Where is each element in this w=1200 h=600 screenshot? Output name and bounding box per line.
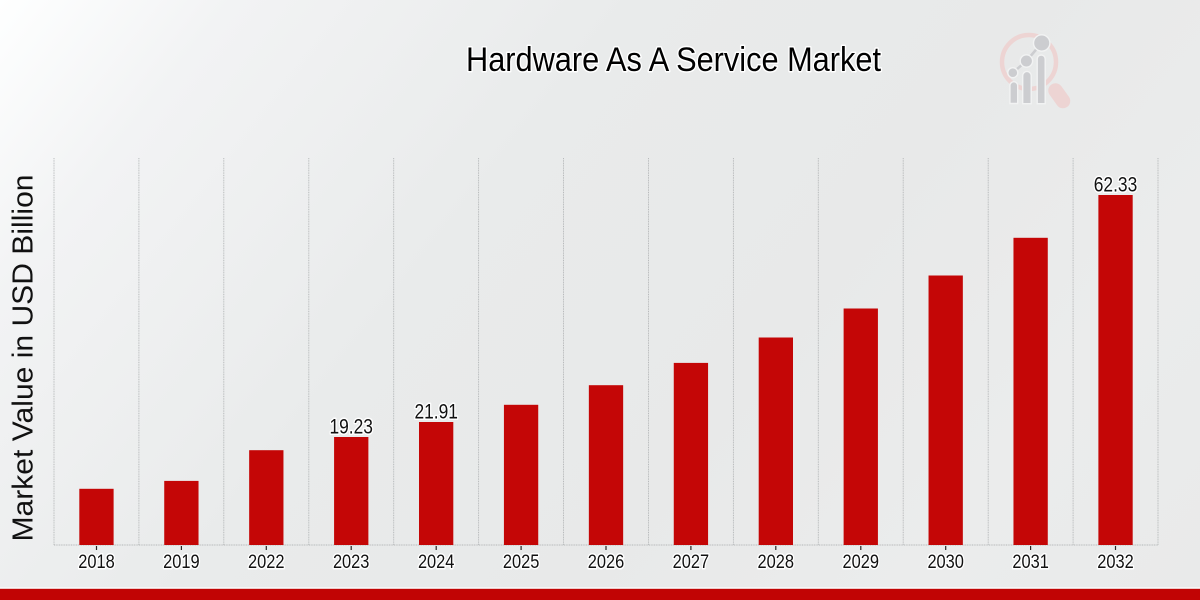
svg-text:Hardware As A Service Market: Hardware As A Service Market	[466, 41, 881, 79]
svg-text:2032: 2032	[1097, 551, 1134, 573]
svg-text:2018: 2018	[78, 551, 115, 573]
svg-text:2022: 2022	[248, 551, 285, 573]
svg-text:2019: 2019	[163, 551, 200, 573]
svg-text:2028: 2028	[758, 551, 795, 573]
svg-text:62.33: 62.33	[1094, 172, 1138, 196]
svg-text:2029: 2029	[843, 551, 880, 573]
svg-text:19.23: 19.23	[329, 414, 373, 438]
svg-text:2023: 2023	[333, 551, 370, 573]
svg-text:2031: 2031	[1012, 551, 1049, 573]
svg-text:2027: 2027	[673, 551, 710, 573]
svg-text:2026: 2026	[588, 551, 625, 573]
svg-text:2025: 2025	[503, 551, 540, 573]
svg-text:2024: 2024	[418, 551, 455, 573]
svg-text:21.91: 21.91	[414, 399, 458, 423]
svg-text:Market Value in USD Billion: Market Value in USD Billion	[8, 175, 40, 542]
svg-text:2030: 2030	[927, 551, 964, 573]
